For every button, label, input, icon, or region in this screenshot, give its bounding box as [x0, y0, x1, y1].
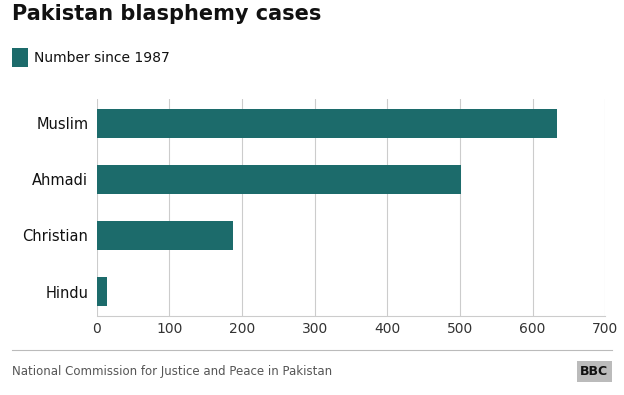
Text: National Commission for Justice and Peace in Pakistan: National Commission for Justice and Peac…	[12, 365, 333, 378]
Bar	[97, 165, 461, 194]
Text: Pakistan blasphemy cases: Pakistan blasphemy cases	[12, 4, 322, 24]
Bar	[97, 109, 557, 138]
Bar	[97, 277, 107, 306]
Text: Number since 1987: Number since 1987	[34, 51, 170, 65]
Text: BBC: BBC	[580, 365, 608, 378]
Bar	[97, 221, 233, 250]
